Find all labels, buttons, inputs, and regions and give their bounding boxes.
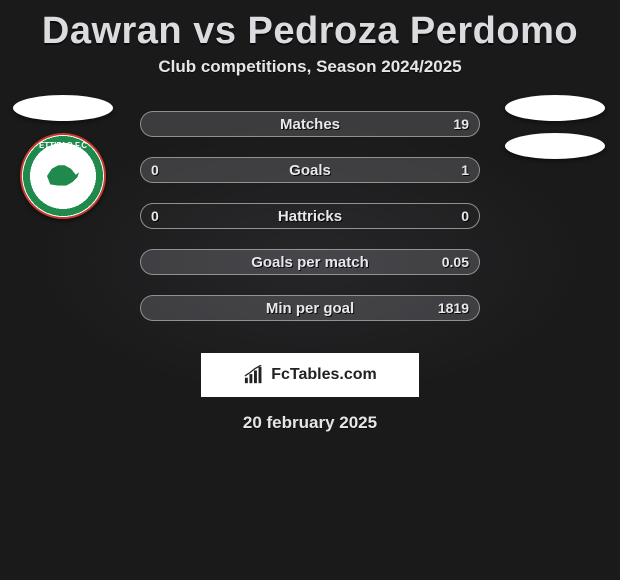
stats-area: ETTIFAQ F.C Matches19Goals01Hattricks00G… bbox=[0, 95, 620, 345]
stat-row: Hattricks 0 0 bbox=[140, 203, 480, 229]
brand-label: FcTables.com bbox=[271, 366, 377, 384]
flag-icon bbox=[13, 95, 113, 121]
player-left-column: ETTIFAQ F.C bbox=[8, 95, 118, 219]
stat-value-left: 0 bbox=[151, 208, 159, 224]
stat-value-right: 1 bbox=[461, 162, 469, 178]
stat-value-right: 1819 bbox=[438, 300, 469, 316]
date-label: 20 february 2025 bbox=[0, 413, 620, 433]
stats-rows: Matches 19 Goals 0 1 Hattricks 0 0 Goals per mat… bbox=[140, 111, 480, 321]
stat-row: Matches 19 bbox=[140, 111, 480, 137]
page-title: Dawran vs Pedroza Perdomo bbox=[0, 4, 620, 57]
stat-label: Hattricks bbox=[278, 208, 342, 225]
stat-value-right: 19 bbox=[453, 116, 469, 132]
stat-label: Goals per match bbox=[251, 254, 369, 271]
stat-value-right: 0.05 bbox=[442, 254, 469, 270]
brand-badge: FcTables.com bbox=[201, 353, 419, 397]
stat-value-left: 0 bbox=[151, 162, 159, 178]
subtitle: Club competitions, Season 2024/2025 bbox=[0, 57, 620, 77]
stat-label: Goals bbox=[289, 162, 331, 179]
chart-icon bbox=[243, 365, 265, 385]
stat-row: Min per goal 1819 bbox=[140, 295, 480, 321]
stat-label: Min per goal bbox=[266, 300, 354, 317]
club-flag-icon bbox=[505, 133, 605, 159]
stat-row: Goals per match 0.05 bbox=[140, 249, 480, 275]
club-badge-left: ETTIFAQ F.C bbox=[20, 133, 106, 219]
stat-row: Goals 0 1 bbox=[140, 157, 480, 183]
player-right-column bbox=[500, 95, 610, 159]
flag-icon bbox=[505, 95, 605, 121]
stat-value-right: 0 bbox=[461, 208, 469, 224]
club-badge-text: ETTIFAQ F.C bbox=[26, 139, 100, 213]
stat-label: Matches bbox=[280, 116, 340, 133]
